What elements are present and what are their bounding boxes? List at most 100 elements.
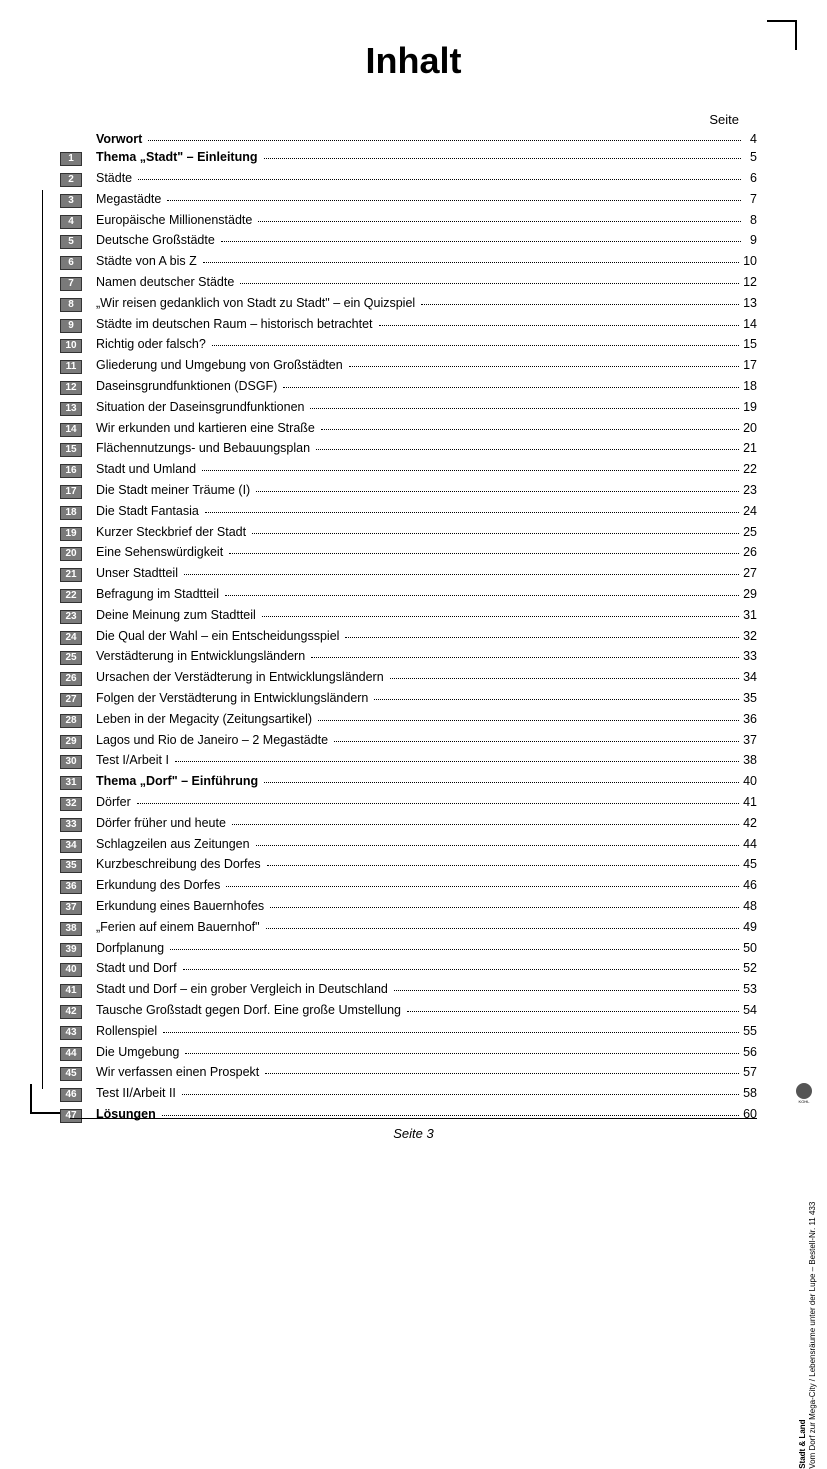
toc-number-badge: 30	[60, 755, 82, 769]
toc-dots	[226, 886, 739, 887]
toc-entry-title: Deine Meinung zum Stadtteil	[96, 609, 260, 622]
toc-entry-title: Unser Stadtteil	[96, 567, 182, 580]
toc-entry-page: 49	[743, 921, 777, 934]
page-column-header: Seite	[709, 112, 739, 127]
toc-entry-title: Rollenspiel	[96, 1025, 161, 1038]
toc-entry-page: 18	[743, 380, 777, 393]
toc-number-badge: 33	[60, 818, 82, 832]
toc-dots	[349, 366, 739, 367]
toc-dots	[270, 907, 739, 908]
toc-number-badge: 28	[60, 714, 82, 728]
toc-row: 22Befragung im Stadtteil29	[60, 588, 777, 603]
toc-row: 36Erkundung des Dorfes46	[60, 879, 777, 894]
toc-number-badge: 27	[60, 693, 82, 707]
toc-dots	[170, 949, 739, 950]
toc-number-badge: 2	[60, 173, 82, 187]
toc-row: 7Namen deutscher Städte12	[60, 276, 777, 291]
toc-dots	[264, 782, 739, 783]
toc-row: 19Kurzer Steckbrief der Stadt25	[60, 526, 777, 541]
toc-number-badge: 5	[60, 235, 82, 249]
toc-row: 44Die Umgebung56	[60, 1046, 777, 1061]
footer-line	[70, 1118, 757, 1119]
toc-entry-title: Die Umgebung	[96, 1046, 183, 1059]
page-title: Inhalt	[50, 40, 777, 82]
toc-row: 40Stadt und Dorf52	[60, 962, 777, 977]
toc-number-badge: 11	[60, 360, 82, 374]
toc-entry-title: Befragung im Stadtteil	[96, 588, 223, 601]
toc-number-badge: 1	[60, 152, 82, 166]
toc-dots	[212, 345, 739, 346]
toc-entry-title: Leben in der Megacity (Zeitungsartikel)	[96, 713, 316, 726]
toc-entry-title: Erkundung des Dorfes	[96, 879, 224, 892]
toc-entry-page: 54	[743, 1004, 777, 1017]
toc-dots	[311, 657, 739, 658]
toc-row: 11Gliederung und Umgebung von Großstädte…	[60, 359, 777, 374]
toc-entry-page: 53	[743, 983, 777, 996]
toc-entry-title: „Ferien auf einem Bauernhof"	[96, 921, 264, 934]
toc-row: 41Stadt und Dorf – ein grober Vergleich …	[60, 983, 777, 998]
toc-entry-page: 19	[743, 401, 777, 414]
toc-number-badge: 21	[60, 568, 82, 582]
toc-number-badge: 13	[60, 402, 82, 416]
toc-dots	[264, 158, 742, 159]
toc-entry-title: „Wir reisen gedanklich von Stadt zu Stad…	[96, 297, 419, 310]
toc-dots	[267, 865, 739, 866]
toc-entry-title: Vorwort	[96, 133, 146, 146]
toc-number-badge: 17	[60, 485, 82, 499]
toc-row: 14Wir erkunden und kartieren eine Straße…	[60, 422, 777, 437]
toc-entry-title: Stadt und Dorf – ein grober Vergleich in…	[96, 983, 392, 996]
toc-dots	[229, 553, 739, 554]
toc-dots	[182, 1094, 739, 1095]
toc-row: 37Erkundung eines Bauernhofes48	[60, 900, 777, 915]
toc-number-badge: 9	[60, 319, 82, 333]
toc-entry-title: Daseinsgrundfunktionen (DSGF)	[96, 380, 281, 393]
toc-entry-title: Namen deutscher Städte	[96, 276, 238, 289]
sidebar-publication-info: Stadt & Land Vom Dorf zur Mega-City / Le…	[798, 1069, 819, 1469]
toc-row: 30Test I/Arbeit I38	[60, 754, 777, 769]
toc-entry-title: Stadt und Umland	[96, 463, 200, 476]
toc-dots	[240, 283, 739, 284]
toc-number-badge: 19	[60, 527, 82, 541]
toc-entry-page: 8	[745, 214, 777, 227]
toc-dots	[394, 990, 739, 991]
toc-entry-title: Städte von A bis Z	[96, 255, 201, 268]
toc-entry-page: 34	[743, 671, 777, 684]
toc-dots	[262, 616, 739, 617]
toc-dots	[202, 470, 739, 471]
toc-entry-title: Kurzer Steckbrief der Stadt	[96, 526, 250, 539]
toc-number-badge: 23	[60, 610, 82, 624]
toc-entry-title: Stadt und Dorf	[96, 962, 181, 975]
toc-entry-title: Die Qual der Wahl – ein Entscheidungsspi…	[96, 630, 343, 643]
toc-entry-title: Wir verfassen einen Prospekt	[96, 1066, 263, 1079]
toc-dots	[421, 304, 739, 305]
toc-entry-page: 55	[743, 1025, 777, 1038]
toc-entry-title: Schlagzeilen aus Zeitungen	[96, 838, 254, 851]
toc-entry-title: Test II/Arbeit II	[96, 1087, 180, 1100]
toc-dots	[256, 491, 739, 492]
toc-dots	[137, 803, 739, 804]
publisher-logo-icon: KOHL	[792, 1079, 817, 1104]
toc-dots	[221, 241, 741, 242]
toc-number-badge: 31	[60, 776, 82, 790]
corner-decoration-tr	[767, 20, 797, 50]
toc-entry-page: 42	[743, 817, 777, 830]
toc-row: 33Dörfer früher und heute42	[60, 817, 777, 832]
toc-row: 8„Wir reisen gedanklich von Stadt zu Sta…	[60, 297, 777, 312]
toc-dots	[283, 387, 739, 388]
toc-number-badge: 14	[60, 423, 82, 437]
toc-entry-title: Ursachen der Verstädterung in Entwicklun…	[96, 671, 388, 684]
toc-row: 45Wir verfassen einen Prospekt57	[60, 1066, 777, 1081]
toc-dots	[374, 699, 739, 700]
toc-number-badge: 29	[60, 735, 82, 749]
toc-entry-page: 41	[743, 796, 777, 809]
toc-entry-title: Lagos und Rio de Janeiro – 2 Megastädte	[96, 734, 332, 747]
toc-number-badge: 26	[60, 672, 82, 686]
toc-entry-page: 13	[743, 297, 777, 310]
toc-row: 2Städte6	[60, 172, 777, 187]
toc-number-badge: 15	[60, 443, 82, 457]
toc-entry-title: Thema „Stadt" – Einleitung	[96, 151, 262, 164]
toc-row: 28 Leben in der Megacity (Zeitungsartikel…	[60, 713, 777, 728]
toc-entry-page: 40	[743, 775, 777, 788]
toc-row: 4Europäische Millionenstädte8	[60, 214, 777, 229]
toc-entry-title: Test I/Arbeit I	[96, 754, 173, 767]
